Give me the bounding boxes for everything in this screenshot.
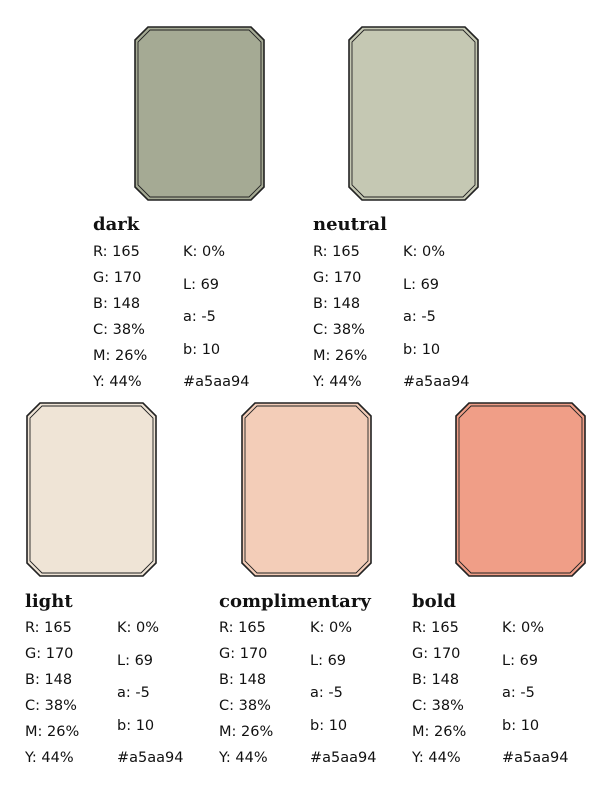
r-value: R: 165 xyxy=(219,620,266,636)
m-value: M: 26% xyxy=(219,724,274,740)
r-value: R: 165 xyxy=(412,620,459,636)
a-value: a: -5 xyxy=(502,685,535,702)
swatch-card-bold xyxy=(455,402,586,577)
b-value: B: 148 xyxy=(313,296,361,312)
k-lab-hex-values: K: 0% L: 69 a: -5 b: 10 #a5aa94 xyxy=(117,612,183,775)
a-value: a: -5 xyxy=(403,309,436,326)
rgb-cmy-values: R: 165 G: 170 B: 148 C: 38% M: 26% Y: 44… xyxy=(412,615,466,771)
hex-value: #a5aa94 xyxy=(502,750,569,767)
y-value: Y: 44% xyxy=(93,374,142,390)
swatch-label: complimentary xyxy=(219,591,371,612)
g-value: G: 170 xyxy=(93,270,142,286)
a-value: a: -5 xyxy=(310,685,343,702)
k-value: K: 0% xyxy=(403,244,446,260)
c-value: C: 38% xyxy=(313,322,365,338)
swatch-card-complimentary xyxy=(241,402,372,577)
lab-b-value: b: 10 xyxy=(310,717,348,734)
m-value: M: 26% xyxy=(93,348,148,364)
c-value: C: 38% xyxy=(412,698,464,714)
k-lab-hex-values: K: 0% L: 69 a: -5 b: 10 #a5aa94 xyxy=(183,236,249,399)
swatch-fill xyxy=(455,402,586,577)
lab-b-value: b: 10 xyxy=(183,341,221,358)
k-value: K: 0% xyxy=(502,620,545,636)
lab-b-value: b: 10 xyxy=(403,341,441,358)
rgb-cmy-values: R: 165 G: 170 B: 148 C: 38% M: 26% Y: 44… xyxy=(313,239,367,395)
swatch-fill xyxy=(348,26,479,201)
swatch-card-dark xyxy=(134,26,265,201)
rgb-cmy-values: R: 165 G: 170 B: 148 C: 38% M: 26% Y: 44… xyxy=(219,615,273,771)
b-value: B: 148 xyxy=(25,672,73,688)
c-value: C: 38% xyxy=(93,322,145,338)
r-value: R: 165 xyxy=(25,620,72,636)
g-value: G: 170 xyxy=(412,646,461,662)
y-value: Y: 44% xyxy=(219,750,268,766)
k-lab-hex-values: K: 0% L: 69 a: -5 b: 10 #a5aa94 xyxy=(310,612,376,775)
swatch-fill xyxy=(241,402,372,577)
m-value: M: 26% xyxy=(412,724,467,740)
k-value: K: 0% xyxy=(183,244,226,260)
y-value: Y: 44% xyxy=(25,750,74,766)
swatch-label: neutral xyxy=(313,214,387,235)
g-value: G: 170 xyxy=(219,646,268,662)
swatch-label: dark xyxy=(93,214,140,235)
swatch-fill xyxy=(134,26,265,201)
k-value: K: 0% xyxy=(117,620,160,636)
hex-value: #a5aa94 xyxy=(183,374,250,391)
rgb-cmy-values: R: 165 G: 170 B: 148 C: 38% M: 26% Y: 44… xyxy=(25,615,79,771)
k-lab-hex-values: K: 0% L: 69 a: -5 b: 10 #a5aa94 xyxy=(403,236,469,399)
g-value: G: 170 xyxy=(313,270,362,286)
g-value: G: 170 xyxy=(25,646,74,662)
lab-b-value: b: 10 xyxy=(502,717,540,734)
b-value: B: 148 xyxy=(412,672,460,688)
r-value: R: 165 xyxy=(313,244,360,260)
hex-value: #a5aa94 xyxy=(403,374,470,391)
a-value: a: -5 xyxy=(183,309,216,326)
l-value: L: 69 xyxy=(117,652,154,669)
y-value: Y: 44% xyxy=(412,750,461,766)
swatch-label: bold xyxy=(412,591,457,612)
l-value: L: 69 xyxy=(502,652,539,669)
swatch-card-light xyxy=(26,402,157,577)
rgb-cmy-values: R: 165 G: 170 B: 148 C: 38% M: 26% Y: 44… xyxy=(93,239,147,395)
l-value: L: 69 xyxy=(403,276,440,293)
b-value: B: 148 xyxy=(93,296,141,312)
c-value: C: 38% xyxy=(25,698,77,714)
swatch-fill xyxy=(26,402,157,577)
m-value: M: 26% xyxy=(313,348,368,364)
a-value: a: -5 xyxy=(117,685,150,702)
b-value: B: 148 xyxy=(219,672,267,688)
r-value: R: 165 xyxy=(93,244,140,260)
y-value: Y: 44% xyxy=(313,374,362,390)
m-value: M: 26% xyxy=(25,724,80,740)
k-value: K: 0% xyxy=(310,620,353,636)
swatch-label: light xyxy=(25,591,73,612)
l-value: L: 69 xyxy=(310,652,347,669)
k-lab-hex-values: K: 0% L: 69 a: -5 b: 10 #a5aa94 xyxy=(502,612,568,775)
c-value: C: 38% xyxy=(219,698,271,714)
hex-value: #a5aa94 xyxy=(117,750,184,767)
l-value: L: 69 xyxy=(183,276,220,293)
swatch-card-neutral xyxy=(348,26,479,201)
lab-b-value: b: 10 xyxy=(117,717,155,734)
hex-value: #a5aa94 xyxy=(310,750,377,767)
